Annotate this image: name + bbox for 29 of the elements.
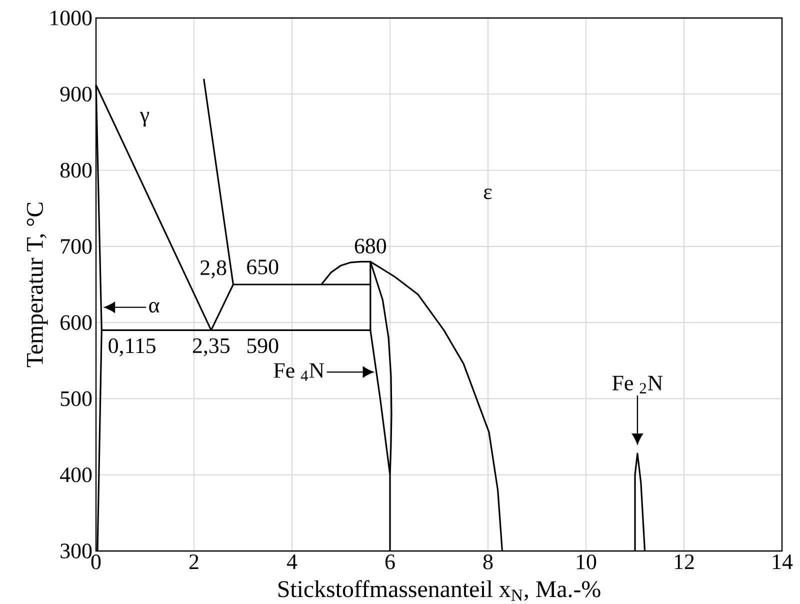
x-axis-title: Stickstoffmassenanteil x$_{N}$, Ma.-% <box>278 580 600 601</box>
annotation: γ <box>140 112 150 127</box>
annotation: Fe $_{4}$N <box>274 363 324 381</box>
y-tick-label: 700 <box>61 239 92 254</box>
y-tick-label: 400 <box>60 467 92 482</box>
annotation: 650 <box>247 260 278 274</box>
y-tick-label: 600 <box>60 315 92 330</box>
x-tick-label: 0 <box>91 554 101 570</box>
x-tick-label: 10 <box>576 554 596 570</box>
x-tick-label: 8 <box>483 554 493 570</box>
y-tick-label: 500 <box>60 391 92 406</box>
y-tick-label: 300 <box>60 544 92 558</box>
annotation: 590 <box>247 338 278 354</box>
x-tick-label: 6 <box>385 554 395 570</box>
x-tick-label: 12 <box>674 554 694 570</box>
y-tick-label: 900 <box>60 86 92 102</box>
y-tick-label: 800 <box>60 162 92 178</box>
x-tick-label: 14 <box>772 554 793 569</box>
annotation: α <box>149 302 160 313</box>
y-axis-title: Temperatur T, °C <box>26 202 48 368</box>
annotation: 2,35 <box>192 338 230 356</box>
x-tick-label: 4 <box>286 554 298 569</box>
x-tick-label: 2 <box>189 554 198 570</box>
annotation: 680 <box>354 238 386 254</box>
annotation: 2,8 <box>200 260 226 278</box>
y-tick-label: 1000 <box>50 10 92 26</box>
annotation: ε <box>484 188 492 200</box>
annotation: 0,115 <box>108 338 156 356</box>
annotation: Fe $_{2}$N <box>612 376 663 394</box>
